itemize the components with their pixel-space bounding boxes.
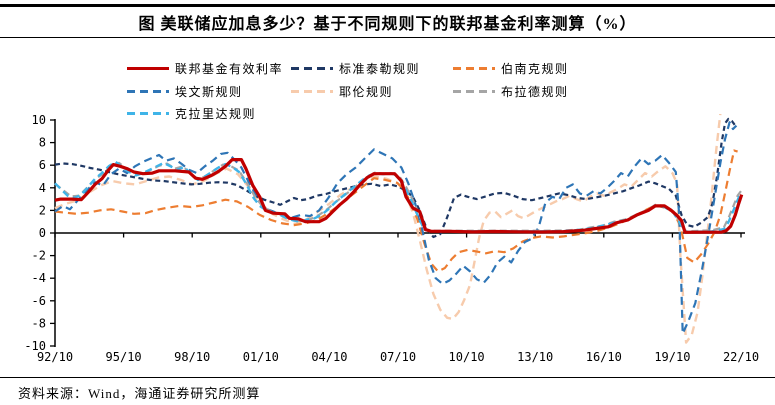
y-tick-label: 6: [39, 158, 46, 172]
legend-row: 克拉里达规则: [0, 105, 775, 121]
legend-swatch-bernanke: [453, 66, 495, 70]
legend-row: 埃文斯规则 耶伦规则 布拉德规则: [0, 83, 775, 99]
y-tick-label: -8: [32, 316, 46, 330]
series-line-effective: [54, 158, 744, 234]
legend-swatch-taylor: [291, 66, 333, 70]
y-tick-label: 0: [39, 226, 46, 240]
y-tick-label: -4: [32, 271, 46, 285]
y-tick-label: -2: [32, 249, 46, 263]
legend-label-bernanke: 伯南克规则: [501, 61, 569, 76]
y-axis: 10 8 6 4 2 0 -2 -4 -6 -8 -10: [24, 113, 56, 353]
y-tick-label: 8: [39, 136, 46, 150]
x-tick-label: 04/10: [311, 350, 347, 364]
footer-divider: [0, 377, 775, 378]
legend-item-yellen: 耶伦规则: [291, 83, 393, 99]
legend-swatch-clarida: [127, 111, 169, 115]
x-tick-label: 16/10: [586, 350, 622, 364]
legend-item-evans: 埃文斯规则: [127, 83, 243, 99]
title-divider: [0, 37, 775, 38]
series-line-yellen: [54, 114, 722, 344]
legend-row: 联邦基金有效利率 标准泰勒规则 伯南克规则: [0, 60, 775, 76]
top-border: [0, 4, 775, 7]
x-axis: 92/10 95/10 98/10 01/10 04/10 07/10 10/10 13/10…: [37, 232, 759, 364]
legend-item-clarida: 克拉里达规则: [127, 105, 256, 121]
series-line-evans: [54, 121, 738, 335]
legend-label-yellen: 耶伦规则: [339, 84, 394, 99]
legend-item-bullard: 布拉德规则: [453, 83, 569, 99]
legend-swatch-evans: [127, 89, 169, 93]
x-tick-label: 10/10: [449, 350, 485, 364]
legend-swatch-effective: [127, 66, 169, 70]
legend-swatch-yellen: [291, 89, 333, 93]
series-line-bernanke: [54, 149, 738, 273]
y-tick-label: -10: [24, 339, 46, 353]
x-tick-label: 01/10: [243, 350, 279, 364]
x-tick-label: 95/10: [106, 350, 142, 364]
series-line-taylor: [54, 117, 737, 239]
y-tick-label: 10: [32, 113, 46, 127]
x-tick-label: 98/10: [174, 350, 210, 364]
legend-label-taylor: 标准泰勒规则: [339, 61, 421, 76]
series-group: [54, 114, 744, 344]
legend-label-bullard: 布拉德规则: [501, 84, 569, 99]
x-tick-label: 19/10: [654, 350, 690, 364]
y-tick-label: -6: [32, 294, 46, 308]
legend-label-evans: 埃文斯规则: [175, 84, 243, 99]
source-note: 资料来源：Wind，海通证券研究所测算: [18, 386, 261, 401]
legend-swatch-bullard: [453, 89, 495, 93]
x-tick-label: 13/10: [517, 350, 553, 364]
y-tick-label: 4: [39, 181, 46, 195]
legend-item-effective: 联邦基金有效利率: [127, 60, 283, 76]
x-tick-label: 22/10: [723, 350, 759, 364]
x-tick-label: 07/10: [380, 350, 416, 364]
legend-label-clarida: 克拉里达规则: [175, 106, 257, 121]
y-tick-label: 2: [39, 203, 46, 217]
legend-item-bernanke: 伯南克规则: [453, 60, 569, 76]
figure-title: 图 美联储应加息多少？基于不同规则下的联邦基金利率测算（%）: [138, 16, 637, 33]
x-tick-label: 92/10: [37, 350, 73, 364]
series-line-bullard: [54, 161, 743, 233]
legend-label-effective: 联邦基金有效利率: [175, 61, 284, 76]
legend-item-taylor: 标准泰勒规则: [291, 60, 420, 76]
